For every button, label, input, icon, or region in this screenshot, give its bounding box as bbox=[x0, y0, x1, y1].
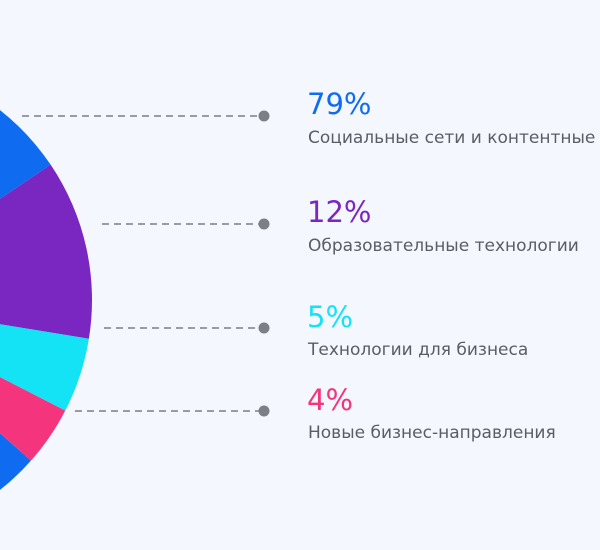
value-label: 79% bbox=[307, 87, 371, 121]
category-label: Образовательные технологии bbox=[308, 236, 579, 256]
leader-dot bbox=[258, 110, 270, 122]
category-label: Новые бизнес-направления bbox=[308, 423, 556, 443]
leader-dot bbox=[258, 322, 270, 334]
pie-slice bbox=[0, 164, 92, 339]
leader-dot bbox=[258, 405, 270, 417]
pie-slice bbox=[0, 324, 89, 411]
value-label: 5% bbox=[307, 300, 353, 334]
value-label: 12% bbox=[307, 195, 371, 229]
pie-slice bbox=[0, 110, 51, 490]
leader-dot bbox=[258, 218, 270, 230]
pie-slice bbox=[0, 377, 66, 461]
value-label: 4% bbox=[307, 383, 353, 417]
category-label: Технологии для бизнеса bbox=[307, 340, 528, 360]
category-label: Социальные сети и контентные сервисы bbox=[308, 128, 600, 148]
